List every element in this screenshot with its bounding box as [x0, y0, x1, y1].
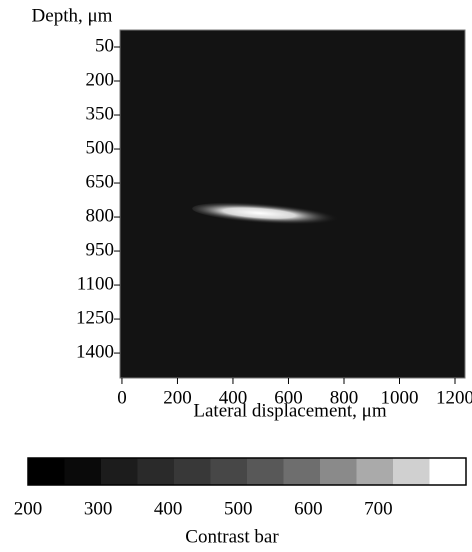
- x-tick-label: 600: [274, 387, 303, 408]
- x-tick-label: 200: [163, 387, 192, 408]
- y-tick-label: 1100: [77, 273, 114, 294]
- colorbar-tick-label: 400: [154, 498, 183, 519]
- y-tick-label: 800: [86, 205, 115, 226]
- colorbar-segment: [28, 458, 65, 485]
- x-tick-label: 800: [330, 387, 359, 408]
- chart: Depth, μm Lateral displacement, μm Contr…: [0, 0, 472, 552]
- colorbar-segment: [65, 458, 102, 485]
- colorbar-tick-label: 600: [294, 498, 323, 519]
- y-tick-label: 1250: [76, 307, 114, 328]
- y-axis-label: Depth, μm: [32, 5, 113, 26]
- colorbar-label: Contrast bar: [185, 526, 279, 547]
- colorbar-tick-label: 200: [14, 498, 43, 519]
- x-tick-label: 1000: [380, 387, 418, 408]
- colorbar-segment: [393, 458, 430, 485]
- y-tick-label: 950: [86, 239, 115, 260]
- colorbar-tick-label: 700: [364, 498, 393, 519]
- colorbar-segment: [211, 458, 248, 485]
- colorbar-segment: [174, 458, 211, 485]
- colorbar-segment: [138, 458, 175, 485]
- colorbar-tick-label: 500: [224, 498, 253, 519]
- colorbar-segment: [101, 458, 138, 485]
- x-tick-label: 0: [117, 387, 127, 408]
- colorbar-segment: [284, 458, 321, 485]
- y-tick-label: 50: [95, 35, 114, 56]
- image-area: [120, 30, 465, 378]
- colorbar-segment: [430, 458, 467, 485]
- colorbar-segment: [247, 458, 284, 485]
- y-tick-label: 1400: [76, 341, 114, 362]
- colorbar-segment: [357, 458, 394, 485]
- y-tick-label: 200: [86, 69, 115, 90]
- y-tick-label: 500: [86, 137, 115, 158]
- colorbar-segment: [320, 458, 357, 485]
- x-tick-label: 1200: [436, 387, 472, 408]
- x-tick-label: 400: [219, 387, 248, 408]
- colorbar-tick-label: 300: [84, 498, 113, 519]
- y-tick-label: 650: [86, 171, 115, 192]
- y-tick-label: 350: [86, 103, 115, 124]
